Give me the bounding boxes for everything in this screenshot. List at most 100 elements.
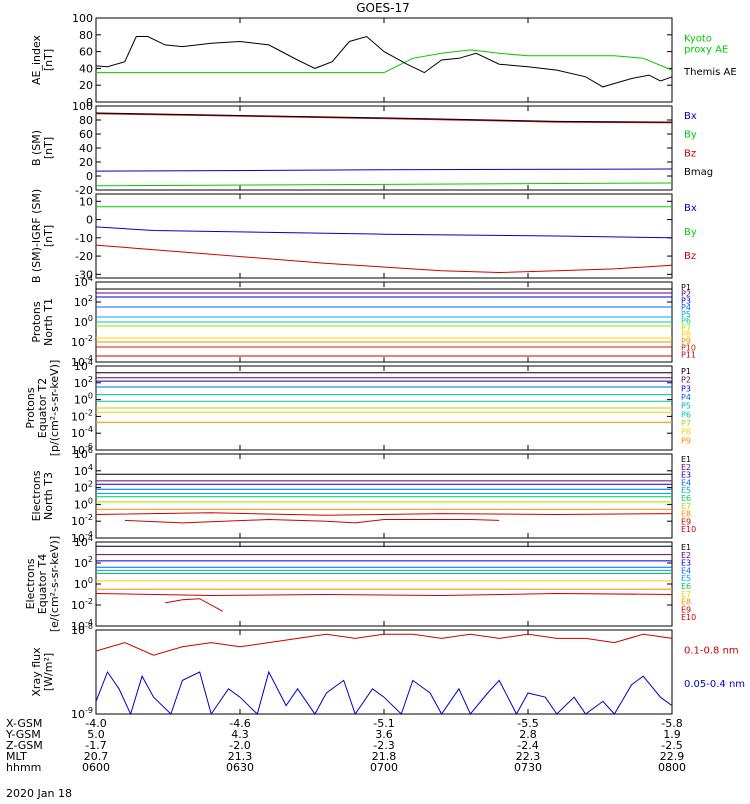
footer-value: 4.3 [231, 728, 249, 741]
legend-entry: E10 [681, 613, 696, 622]
footer-value: -5.5 [517, 717, 538, 730]
y-tick-label: 10-4 [71, 618, 93, 633]
series-line-Bx [95, 168, 673, 172]
legend-entry: E10 [681, 525, 696, 534]
footer-value: 0700 [370, 761, 398, 774]
y-axis-label: B (SM)-IGRF (SM)[nT] [30, 189, 55, 283]
footer-value: -5.8 [661, 717, 682, 730]
legend-entry: E7 [681, 502, 691, 511]
panel-frame [95, 453, 673, 539]
legend-entry: E2 [681, 463, 691, 472]
y-tick-label: 10-4 [71, 354, 93, 369]
plot-date: 2020 Jan 18 [6, 787, 72, 800]
footer-value: -4.0 [85, 717, 106, 730]
y-tick-label: 80 [79, 29, 93, 42]
series-line-Bx [95, 226, 673, 239]
footer-value: 0630 [226, 761, 254, 774]
footer-value: 0730 [514, 761, 542, 774]
legend-entry: P7 [681, 323, 691, 332]
panel-bigrf: -30 -20 -10 0 10 B (SM)-IGRF (SM)[nT] Bx By Bz [30, 189, 697, 283]
legend-entry: P2 [681, 290, 691, 299]
plot-title: GOES-17 [356, 1, 410, 15]
legend-entry: E1 [681, 455, 691, 464]
legend-entry: P11 [681, 350, 696, 359]
footer-value: -1.7 [85, 739, 106, 752]
footer-value: 21.3 [228, 750, 253, 763]
y-tick-label: 40 [79, 62, 93, 75]
legend-entry: 0.05-0.4 nm [684, 679, 745, 690]
legend-entry: Themis AE [683, 67, 737, 78]
panel-prot1: 10-4 10-2 100 102 104 ProtonsNorth T1 P1P2P3P4… [30, 274, 696, 369]
y-tick-label: 10-4 [71, 530, 93, 545]
legend-entry: P9 [681, 337, 691, 346]
y-tick-label: -30 [75, 268, 93, 281]
y-tick-label: 104 [74, 534, 93, 549]
legend-entry: E4 [681, 566, 691, 575]
footer-row-label: Y-GSM [5, 728, 41, 741]
legend-entry: E6 [681, 582, 691, 591]
series-line-E10 [165, 598, 223, 612]
legend-entry: 0.1-0.8 nm [684, 646, 739, 657]
y-axis-label: ElectronsEquator T4[e/(cm²-s-sr-keV)] [24, 536, 61, 632]
footer-value: -4.6 [229, 717, 250, 730]
legend-entry: Bz [684, 148, 696, 159]
footer-row-label: hhmm [6, 761, 41, 774]
footer-value: 5.0 [87, 728, 105, 741]
footer-row-label: Z-GSM [6, 739, 43, 752]
y-tick-label: 100 [74, 392, 93, 407]
y-tick-label: 100 [72, 100, 93, 113]
y-tick-label: 10-4 [71, 425, 93, 440]
y-tick-label: 40 [79, 142, 93, 155]
y-tick-label: -20 [75, 250, 93, 263]
legend-entry: E8 [681, 598, 691, 607]
footer-value: 0600 [82, 761, 110, 774]
legend-entry: Bx [684, 203, 697, 214]
legend-entry: P8 [681, 330, 691, 339]
footer-value: -2.4 [517, 739, 538, 752]
legend-entry: P5 [681, 402, 691, 411]
legend-entry: P2 [681, 376, 691, 385]
y-tick-label: 10-2 [71, 513, 93, 528]
legend-entry: Bz [684, 251, 696, 262]
legend-entry: E3 [681, 559, 691, 568]
legend-entry: E7 [681, 590, 691, 599]
y-tick-label: 100 [74, 576, 93, 591]
legend-entry: E5 [681, 574, 691, 583]
series-line-Bz [95, 244, 673, 274]
panel-frame [95, 629, 673, 715]
y-tick-label: -10 [75, 232, 93, 245]
footer-value: -5.1 [373, 717, 394, 730]
legend-entry: P4 [681, 303, 691, 312]
panel-xray: 10-9 10-8 Xray flux[W/m²] 0.1-0.8 nm 0.05-0.… [30, 622, 745, 721]
y-tick-label: 100 [72, 12, 93, 25]
y-tick-label: 60 [79, 128, 93, 141]
footer-value: 2.8 [519, 728, 537, 741]
legend-entry: E3 [681, 471, 691, 480]
legend-entry: P3 [681, 384, 691, 393]
legend-entry: P1 [681, 367, 691, 376]
footer-value: 20.7 [84, 750, 109, 763]
legend-entry: P7 [681, 419, 691, 428]
series-line-Bmag [95, 112, 673, 123]
legend-entry: E6 [681, 494, 691, 503]
y-tick-label: 100 [74, 496, 93, 511]
y-tick-label: 10-6 [71, 442, 93, 457]
footer-value: 22.3 [516, 750, 541, 763]
footer-value: 22.9 [660, 750, 685, 763]
y-tick-label: 60 [79, 46, 93, 59]
series-line-Kyoto-proxy-AE [96, 49, 673, 74]
y-axis-label: AE_index[nT] [30, 34, 55, 85]
y-tick-label: 10-2 [71, 597, 93, 612]
series-line-E9 [95, 592, 673, 597]
legend-entry: P6 [681, 317, 691, 326]
y-tick-label: 104 [74, 274, 93, 289]
y-tick-label: 10-9 [71, 706, 93, 721]
y-tick-label: 104 [74, 463, 93, 478]
footer-value: -2.5 [661, 739, 682, 752]
